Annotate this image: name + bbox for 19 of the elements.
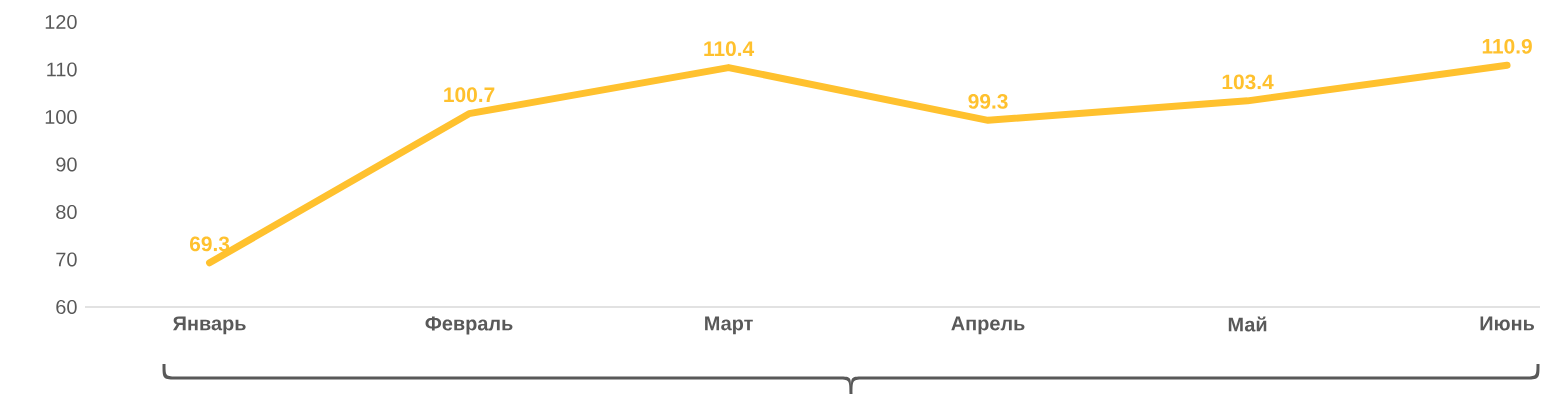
y-tick-label: 120	[45, 14, 77, 30]
x-tick-label: Апрель	[951, 316, 1025, 335]
data-label: 100.7	[444, 87, 495, 103]
y-tick-label: 110	[47, 62, 77, 77]
y-tick-label: 100	[45, 109, 77, 125]
data-label: 110.4	[704, 41, 755, 57]
y-tick-label: 60	[56, 299, 77, 315]
data-label: 103.4	[1222, 74, 1274, 90]
y-tick-label: 70	[56, 252, 77, 267]
x-tick-label: Январь	[172, 316, 246, 335]
data-label: 69.3	[189, 236, 230, 252]
data-label: 110.9	[1482, 38, 1532, 54]
y-tick-label: 90	[56, 157, 77, 172]
x-tick-label: Май	[1228, 316, 1267, 332]
x-tick-label: Февраль	[425, 316, 513, 335]
data-label: 99.3	[968, 93, 1008, 109]
y-tick-label: 80	[56, 204, 77, 220]
x-tick-label: Март	[705, 316, 753, 335]
x-tick-label: Июнь	[1480, 316, 1535, 331]
